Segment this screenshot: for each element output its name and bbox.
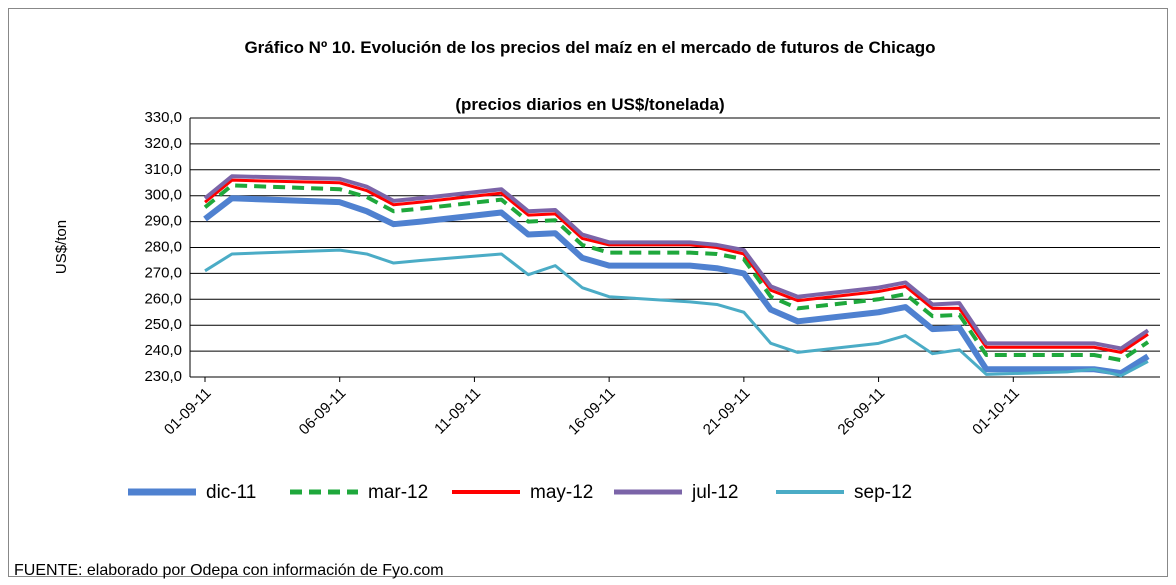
legend-label: sep-12: [854, 482, 912, 503]
series-line: [203, 183, 1150, 363]
legend-label: may-12: [530, 482, 593, 503]
x-tick-label: 16-09-11: [565, 385, 619, 439]
legend-label: dic-11: [206, 482, 256, 503]
legend-label: mar-12: [368, 482, 428, 503]
y-tick-label: 230,0: [144, 368, 182, 385]
y-tick-label: 290,0: [144, 213, 182, 230]
y-tick-label: 320,0: [144, 135, 182, 152]
x-tick-label: 01-10-11: [969, 385, 1023, 439]
x-tick-label: 26-09-11: [835, 385, 889, 439]
x-tick-label: 21-09-11: [700, 385, 754, 439]
series-line: [203, 195, 1150, 377]
y-tick-label: 300,0: [144, 187, 182, 204]
y-tick-label: 260,0: [144, 290, 182, 307]
y-tick-label: 310,0: [144, 161, 182, 178]
y-tick-label: 280,0: [144, 238, 182, 255]
chart-subtitle: (precios diarios en US$/tonelada): [455, 95, 725, 114]
chart-title: Gráfico Nº 10. Evolución de los precios …: [244, 38, 936, 57]
source: FUENTE: elaborado por Odepa con informac…: [14, 562, 444, 579]
y-axis-label: US$/ton: [53, 220, 70, 274]
series-line: [204, 248, 1149, 378]
y-tick-label: 270,0: [144, 264, 182, 281]
y-tick-label: 240,0: [144, 342, 182, 359]
y-tick-label: 330,0: [144, 109, 182, 126]
x-tick-label: 06-09-11: [296, 385, 350, 439]
legend-label: jul-12: [691, 482, 738, 503]
series-line: [204, 178, 1149, 354]
series-line: [203, 174, 1150, 351]
x-tick-label: 11-09-11: [431, 385, 484, 438]
y-tick-label: 250,0: [144, 316, 182, 333]
chart-frame: [8, 8, 1168, 577]
x-tick-label: 01-09-11: [161, 385, 215, 439]
